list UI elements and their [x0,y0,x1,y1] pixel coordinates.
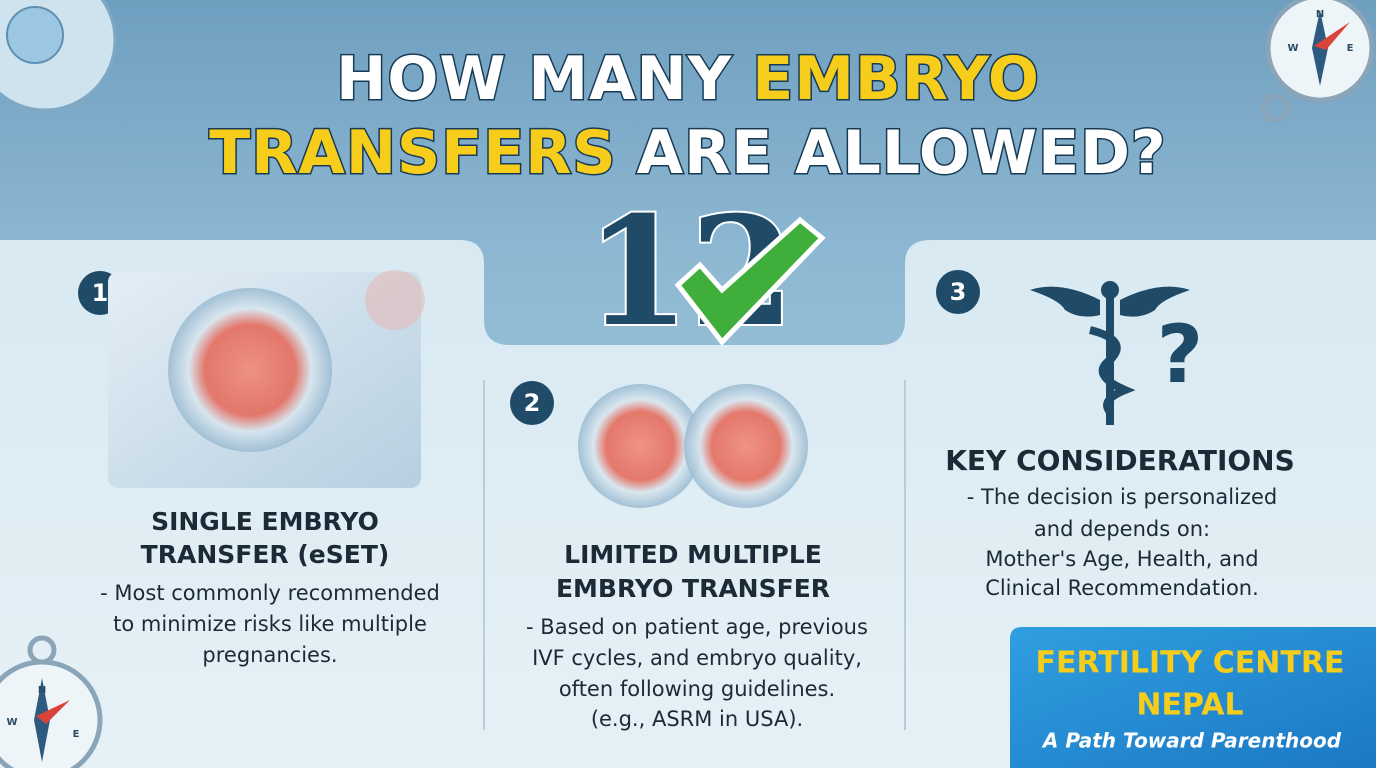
column-body: and depends on: [1034,517,1210,541]
column-body: pregnancies. [202,643,337,667]
question-icon: ? [1157,308,1203,401]
caduceus-icon [1030,281,1190,425]
column-heading: TRANSFER (eSET) [141,540,390,569]
compass-letter: E [73,729,80,740]
column-body: - Based on patient age, previous [526,615,868,639]
column-number: 2 [524,389,541,417]
title-text: ARE ALLOWED? [637,118,1167,188]
compass-letter: W [6,717,17,728]
column-heading: SINGLE EMBRYO [151,507,379,536]
embryo-bg [365,270,425,330]
column-body: (e.g., ASRM in USA). [591,707,803,731]
column-body: often following guidelines. [559,677,835,701]
compass-letter: N [38,685,46,696]
check-mark [674,216,826,346]
column-number: 3 [950,278,967,306]
column-heading: KEY CONSIDERATIONS [945,444,1295,477]
title-text: HOW MANY [336,44,733,114]
column-body: Mother's Age, Health, and [985,547,1258,571]
brand-tagline: A Path Toward Parenthood [1041,729,1342,753]
title-line: TRANSFERS ARE ALLOWED? [209,118,1166,188]
column-heading: EMBRYO TRANSFER [556,574,830,603]
number-badge [936,270,980,314]
column-body: - The decision is personalized [967,485,1277,509]
compass: N W E [1260,0,1375,123]
column-body: Clinical Recommendation. [985,576,1259,600]
embryo [684,384,808,508]
column-body: - Most commonly recommended [100,581,440,605]
embryo [578,384,702,508]
compass-letter: W [1287,43,1298,54]
embryo [168,288,332,452]
title-highlight: EMBRYO [752,44,1040,114]
number-badge [510,381,554,425]
brand-name: FERTILITY CENTRE [1036,646,1345,681]
title-line: HOW MANY EMBRYO [336,44,1040,114]
brand-name: NEPAL [1136,688,1243,723]
cell-nucleus [6,6,64,64]
compass: N W E [0,635,103,768]
compass-letter: N [1316,9,1324,20]
column-heading: LIMITED MULTIPLE [564,540,822,569]
column-number: 1 [92,279,109,307]
column-body: IVF cycles, and embryo quality, [532,646,862,670]
column-body: to minimize risks like multiple [113,612,427,636]
title-highlight: TRANSFERS [209,118,616,188]
brand-box [1010,627,1376,768]
compass-letter: E [1347,43,1354,54]
